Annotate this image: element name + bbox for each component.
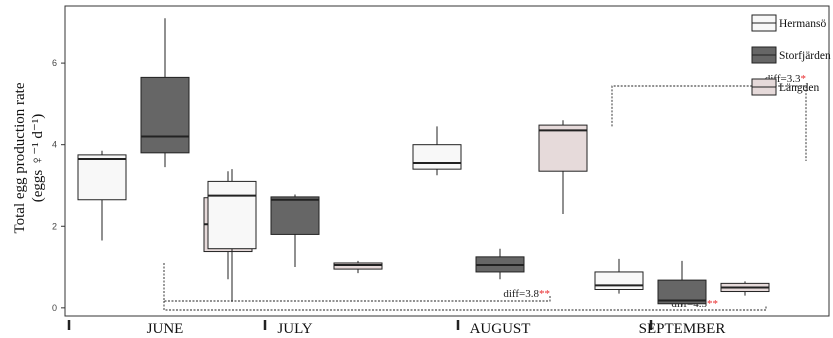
y-tick-label: 4 <box>52 140 57 150</box>
bracket-june-august-b <box>163 262 551 302</box>
box-july-1 <box>270 194 320 268</box>
x-tick-label: JUNE <box>147 321 184 337</box>
annotation-diff-3-8-stars: ** <box>539 288 550 300</box>
box-body <box>594 271 644 290</box>
box-september-0 <box>594 258 644 294</box>
annotation-diff-3-3-stars: * <box>801 73 807 85</box>
box-june-0 <box>77 150 127 241</box>
bracket-june-august-a <box>611 85 807 161</box>
plot-panel <box>64 5 830 317</box>
y-axis-title-line1: Total egg production rate <box>12 82 28 233</box>
box-august-2 <box>538 120 588 215</box>
box-july-2 <box>333 260 383 274</box>
legend-item: Längden <box>751 78 819 96</box>
box-september-2 <box>720 281 770 296</box>
annotation-diff-3-8: diff=3.8** <box>503 288 550 300</box>
y-tick-label: 2 <box>52 221 57 231</box>
box-body <box>77 154 127 201</box>
annotation-diff-4-5-stars: ** <box>707 298 718 310</box>
boxplot-boxes <box>77 18 770 306</box>
legend-label: Storfjärden <box>779 50 831 62</box>
bracket-june-september <box>163 301 767 311</box>
x-tick-label: JULY <box>277 321 312 337</box>
box-body <box>412 144 462 170</box>
legend-item: Storfjärden <box>751 46 831 64</box>
legend-label: Hermansö <box>779 18 827 30</box>
y-axis-title-line2: (eggs ♀⁻¹ d⁻¹) <box>30 114 46 203</box>
y-tick-label: 0 <box>52 303 57 313</box>
box-body <box>140 76 190 154</box>
x-tick-label: AUGUST <box>470 321 531 337</box>
y-axis: 0 2 4 6 <box>52 58 65 313</box>
legend-label: Längden <box>779 82 819 94</box>
box-body <box>657 279 707 305</box>
box-body <box>538 124 588 172</box>
y-axis-title: Total egg production rate (eggs ♀⁻¹ d⁻¹) <box>12 82 46 233</box>
legend: Hermansö Storfjärden Längden <box>751 14 831 96</box>
box-body <box>333 262 383 270</box>
box-september-1 <box>657 260 707 306</box>
comparison-brackets: diff=3.3*diff=3.8**diff=4.5** <box>163 73 807 311</box>
box-july-0 <box>207 169 257 302</box>
y-tick-label: 6 <box>52 58 57 68</box>
legend-item: Hermansö <box>751 14 827 32</box>
x-axis: JUNE JULY AUGUST SEPTEMBER <box>67 320 726 337</box>
box-body <box>207 180 257 250</box>
box-body <box>270 196 320 235</box>
box-june-1 <box>140 18 190 168</box>
x-tick-label: SEPTEMBER <box>639 321 726 337</box>
box-august-1 <box>475 248 525 280</box>
box-august-0 <box>412 126 462 176</box>
